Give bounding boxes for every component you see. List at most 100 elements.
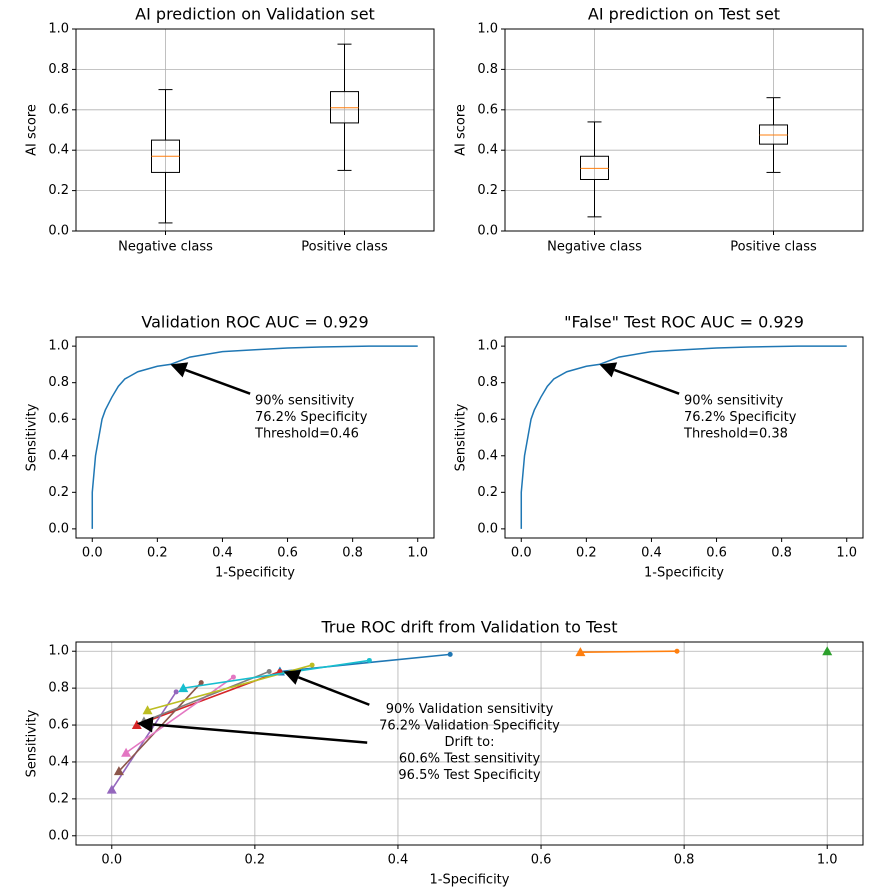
x-tick-label: 0.0 [511,546,532,561]
series-line [279,653,451,673]
y-tick-label: 0.6 [48,102,69,117]
annotation-text: 90% sensitivity [255,393,355,408]
y-tick-label: 0.2 [48,791,69,806]
arrow-head [599,362,618,378]
y-axis-label: Sensitivity [25,709,40,777]
series-line [118,682,202,772]
y-tick-label: 0.0 [48,828,69,843]
marker-triangle [178,683,189,693]
y-tick-label: 0.8 [477,375,498,390]
y-tick-label: 0.6 [477,102,498,117]
annotation-text: 90% sensitivity [684,393,784,408]
y-tick-label: 0.4 [48,448,69,463]
y-tick-label: 0.8 [48,375,69,390]
chart-title: AI prediction on Validation set [135,5,375,24]
x-tick-label: 0.4 [641,546,662,561]
y-tick-label: 0.8 [48,62,69,77]
marker-circle [447,651,453,657]
series-line [183,659,370,689]
series-line [580,650,677,653]
box [580,155,609,180]
marker-triangle [113,766,124,776]
series-line [143,670,270,723]
marker-triangle [575,647,586,657]
arrow-shaft [152,723,368,744]
annotation-text: 96.5% Test Specificity [398,768,540,783]
y-axis-label: Sensitivity [454,403,469,471]
annotation-text: 76.2% Validation Specificity [379,718,560,733]
y-tick-label: 0.6 [48,718,69,733]
subplot: 0.0 0.2 0.4 0.6 0.8 1.0 Negative class Positive… [25,5,435,255]
chart-title: "False" Test ROC AUC = 0.929 [564,313,804,332]
arrow-head [170,362,189,378]
subplot: 0.0 0.2 0.4 0.6 0.8 1.0 0.0 0.2 0.4 0.6 0.8 1.0 "Fal… [454,313,864,581]
x-tick-label: 0.4 [212,546,233,561]
marker-circle [198,680,204,686]
x-tick-label: 0.6 [531,853,552,868]
marker-circle [173,689,179,695]
arrow-head [136,716,154,733]
arrow-shaft [184,368,251,395]
x-axis-label: 1-Specificity [215,566,295,581]
axes-frame [75,28,435,232]
series-line [125,676,234,754]
y-tick-label: 0.6 [477,412,498,427]
arrow-shaft [613,368,680,395]
annotation-text: 90% Validation sensitivity [386,702,554,717]
y-axis-label: AI score [25,104,40,156]
y-tick-label: 0.2 [477,183,498,198]
annotation-text: Threshold=0.38 [683,426,788,441]
marker-circle [230,674,236,680]
x-tick-label: 0.2 [576,546,597,561]
y-tick-label: 0.6 [48,412,69,427]
annotation-text: Drift to: [445,735,495,750]
x-tick-label: 1.0 [817,853,838,868]
subplot: 0.0 0.2 0.4 0.6 0.8 1.0 0.0 0.2 0.4 0.6 0.8 1.0 True… [25,618,864,888]
axes-frame [504,28,864,232]
axes-frame [75,641,864,846]
marker-triangle [131,720,142,730]
subplot: 0.0 0.2 0.4 0.6 0.8 1.0 0.0 0.2 0.4 0.6 0.8 1.0 Vali… [25,313,435,581]
marker-triangle [822,646,833,656]
box [759,124,788,145]
y-axis-label: Sensitivity [25,403,40,471]
x-tick-label: 1.0 [407,546,428,561]
annotation-text: 60.6% Test sensitivity [399,751,541,766]
y-tick-label: 0.0 [477,224,498,239]
x-tick-label: 0.8 [342,546,363,561]
marker-circle [266,669,272,675]
x-tick-label: 0.2 [147,546,168,561]
x-tick-label: 1.0 [836,546,857,561]
y-tick-label: 1.0 [477,22,498,37]
marker-circle [366,657,372,663]
marker-triangle [142,705,153,715]
y-tick-label: 0.0 [477,521,498,536]
annotation-text: 76.2% Specificity [255,410,368,425]
x-tick-label: Negative class [547,240,642,255]
y-tick-label: 0.8 [477,62,498,77]
x-tick-label: 0.2 [245,853,266,868]
x-tick-label: 0.4 [388,853,409,868]
x-tick-label: 0.0 [82,546,103,561]
y-tick-label: 0.4 [477,143,498,158]
y-tick-label: 1.0 [48,644,69,659]
y-tick-label: 1.0 [48,22,69,37]
annotation-text: 76.2% Specificity [684,410,797,425]
x-tick-label: 0.6 [706,546,727,561]
y-tick-label: 1.0 [477,339,498,354]
y-tick-label: 0.2 [477,485,498,500]
x-tick-label: 0.0 [101,853,122,868]
arrow-head [283,669,302,685]
x-tick-label: 0.8 [674,853,695,868]
x-tick-label: 0.8 [771,546,792,561]
y-tick-label: 0.4 [48,143,69,158]
y-axis-label: AI score [454,104,469,156]
x-axis-label: 1-Specificity [644,566,724,581]
x-tick-label: Positive class [301,240,388,255]
subplot: 0.0 0.2 0.4 0.6 0.8 1.0 Negative class Positive… [454,5,864,255]
y-tick-label: 1.0 [48,339,69,354]
series-line [91,345,418,529]
chart-title: AI prediction on Test set [588,5,780,24]
y-tick-label: 0.2 [48,485,69,500]
